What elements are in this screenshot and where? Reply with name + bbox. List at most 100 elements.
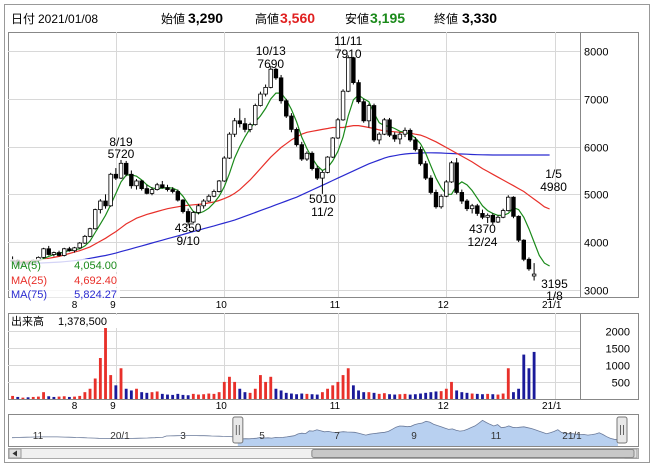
scrollbar-thumb[interactable] (311, 449, 635, 458)
volume-bar (295, 394, 299, 399)
navigator-left-handle[interactable] (232, 416, 244, 444)
candle-body (444, 181, 449, 197)
volume-bar (238, 388, 242, 399)
scroll-left-arrow-icon (12, 450, 17, 457)
candle (82, 234, 88, 244)
volume-tick-label: 500 (612, 378, 630, 390)
candle (273, 67, 279, 80)
candle-body (191, 212, 196, 223)
handle-body[interactable] (232, 416, 244, 444)
candle-body (320, 171, 325, 179)
navigator-selection-fill (237, 420, 619, 446)
candle (77, 242, 82, 249)
volume-bar (83, 392, 87, 399)
candle-body (438, 195, 444, 208)
price-tick-label: 3000 (584, 286, 608, 298)
candle (433, 189, 439, 209)
volume-bar (222, 381, 226, 399)
candle (247, 122, 253, 133)
date-label: 日付 (11, 12, 35, 26)
volume-bar (202, 394, 206, 399)
volume-bar (52, 396, 56, 399)
candle-body (67, 248, 72, 252)
navigator-tick-label: 11 (491, 431, 502, 442)
volume-bar (434, 391, 438, 399)
price-tick-label: 8000 (584, 47, 608, 59)
volume-bar (243, 392, 247, 399)
annotation-bottom: 12/24 (467, 235, 497, 249)
handle-body[interactable] (616, 416, 628, 444)
candle (506, 195, 511, 212)
candle-body (77, 242, 82, 249)
candle-body (175, 191, 181, 201)
candle-body (139, 180, 144, 190)
volume-bar (233, 381, 237, 399)
candle-body (485, 214, 490, 218)
open-value: 3,290 (188, 10, 223, 26)
candle (216, 180, 222, 193)
candle-body (413, 139, 418, 150)
candle (315, 165, 320, 181)
candle (185, 208, 191, 226)
candle-body (490, 214, 496, 223)
volume-bar (253, 388, 257, 399)
x-tick-label: 12 (438, 300, 450, 311)
volume-bar (512, 392, 515, 399)
volume-bar (119, 368, 123, 399)
candle (139, 180, 144, 191)
navigator-right-handle[interactable] (616, 416, 628, 444)
volume-bar (93, 378, 97, 399)
legend-bg (10, 274, 120, 287)
volume-bar (166, 394, 169, 399)
annotation-bottom: 7690 (257, 57, 284, 71)
annotation-top: 1/5 (545, 167, 562, 181)
volume-bar (331, 385, 335, 399)
candle-body (123, 162, 129, 175)
candle (294, 127, 299, 147)
candle-body (356, 82, 361, 103)
candle (103, 194, 108, 209)
candle (108, 172, 113, 207)
x-tick-label: 12 (438, 401, 450, 412)
candle-body (87, 228, 93, 237)
x-tick-label: 21/1 (542, 401, 562, 412)
candle (284, 98, 289, 118)
volume-bar (259, 375, 262, 399)
candle (211, 189, 217, 198)
candle-body (315, 168, 320, 179)
legend-value: 4,692.40 (74, 275, 117, 287)
candle (268, 65, 273, 89)
volume-bar (300, 393, 304, 399)
volume-bar (362, 392, 366, 399)
navigator-tick-label: 20/1 (110, 431, 130, 442)
candle (413, 137, 418, 152)
candle (98, 199, 103, 214)
volume-tick-label: 1000 (606, 361, 630, 373)
candle-body (392, 134, 397, 140)
candle (330, 137, 335, 159)
candle-body (402, 129, 408, 135)
candle (129, 170, 134, 189)
volume-bar (104, 323, 107, 399)
candle-body (154, 184, 160, 190)
candle-body (428, 177, 434, 193)
candle (56, 250, 62, 257)
navigator-tick-label: 7 (334, 431, 340, 442)
candle (41, 247, 46, 259)
volume-bar (486, 393, 490, 399)
candle (118, 159, 124, 180)
volume-bar (424, 392, 428, 399)
volume-bar (460, 392, 464, 399)
volume-bar (16, 396, 20, 399)
volume-bar (320, 392, 324, 399)
candle-body (170, 189, 175, 192)
volume-bar (408, 394, 412, 399)
candle-body (56, 252, 62, 256)
candle (361, 98, 366, 123)
volume-bar (357, 390, 360, 399)
legend-value: 4,054.00 (74, 260, 117, 272)
candle-body (516, 215, 521, 241)
volume-bar (336, 381, 340, 399)
candle-body (180, 199, 186, 212)
candle (351, 56, 356, 85)
